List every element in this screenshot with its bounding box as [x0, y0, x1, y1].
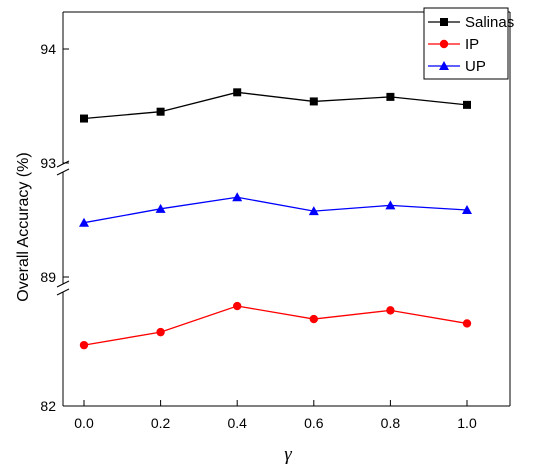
x-tick-label: 1.0 — [457, 415, 477, 431]
data-point — [156, 327, 165, 337]
axis-break-mark — [56, 160, 70, 168]
data-point — [232, 192, 243, 202]
data-point — [79, 340, 89, 350]
axis-break-mark — [56, 280, 70, 288]
axes: 93 94 89 82 0.0 0.2 0.4 0.6 0.8 1.0 — [40, 11, 511, 431]
legend-marker — [439, 61, 449, 70]
data-point — [308, 206, 319, 216]
data-point — [462, 319, 472, 328]
data-point — [385, 200, 396, 210]
legend-marker — [439, 39, 449, 49]
x-tick-label: 0.8 — [381, 415, 401, 431]
series-ip — [79, 301, 472, 350]
y-tick-label: 93 — [40, 155, 56, 171]
legend: Salinas IP UP — [423, 7, 514, 80]
data-point — [80, 114, 88, 123]
data-point — [309, 97, 318, 106]
x-tick-label: 0.4 — [227, 415, 247, 431]
axis-break-mark — [56, 168, 70, 176]
axis-break-mark — [56, 288, 70, 296]
legend-item: Salinas — [428, 14, 514, 31]
y-tick-label: 89 — [40, 269, 56, 285]
legend-item: UP — [428, 58, 486, 75]
data-point — [79, 217, 89, 227]
data-point — [156, 107, 165, 116]
data-point — [386, 306, 395, 315]
x-tick-label: 0.2 — [151, 415, 171, 431]
data-point — [463, 100, 471, 109]
series-up — [79, 192, 472, 227]
legend-label: Salinas — [465, 14, 514, 31]
legend-marker — [440, 18, 448, 26]
x-tick-label: 0.6 — [304, 415, 324, 431]
series-line — [83, 196, 468, 224]
data-point — [462, 204, 472, 214]
x-axis-title: γ — [284, 444, 292, 465]
legend-label: UP — [465, 58, 486, 75]
y-axis-title: Overall Accuracy (%) — [15, 152, 32, 301]
series-line — [83, 91, 468, 120]
data-point — [155, 203, 166, 213]
data-point — [233, 301, 242, 311]
series-line — [83, 305, 468, 346]
series-salinas — [80, 88, 471, 123]
data-point — [309, 314, 318, 324]
y-tick-label: 82 — [40, 398, 56, 414]
legend-label: IP — [465, 36, 479, 53]
series-layer — [79, 88, 472, 350]
legend-item: IP — [428, 36, 479, 53]
y-tick-label: 94 — [40, 41, 56, 57]
x-tick-label: 0.0 — [74, 415, 94, 431]
data-point — [386, 92, 395, 101]
data-point — [233, 88, 242, 97]
